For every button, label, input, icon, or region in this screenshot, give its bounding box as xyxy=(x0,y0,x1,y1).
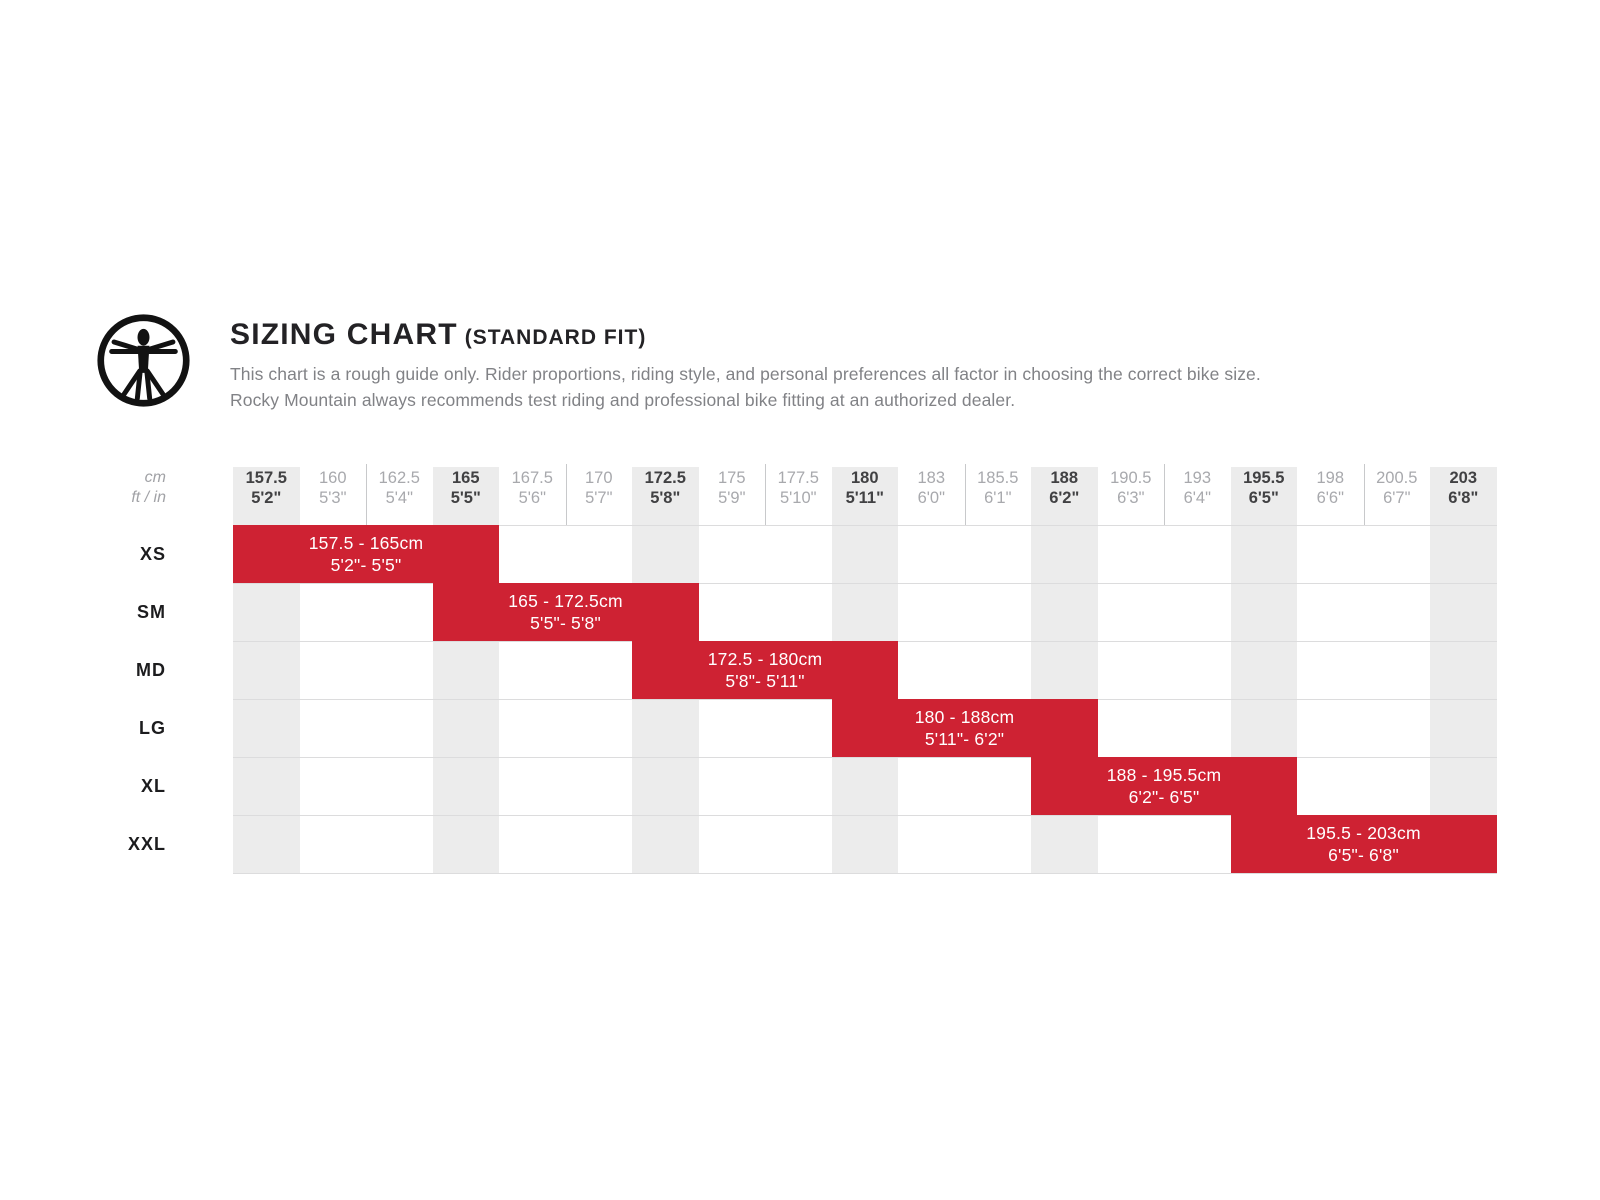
column-cm-value: 198 xyxy=(1316,469,1345,487)
bar-range-ftin: 5'8"- 5'11" xyxy=(725,671,805,691)
vitruvian-man-icon xyxy=(96,313,191,408)
height-column-header: 190.5 6'3" xyxy=(1098,455,1165,525)
column-ftin-value: 6'2" xyxy=(1049,489,1080,507)
column-ftin-value: 5'6" xyxy=(518,489,546,507)
height-column-header: 200.5 6'7" xyxy=(1363,455,1431,525)
size-range-bar-lg: 180 - 188cm 5'11"- 6'2" xyxy=(831,699,1098,757)
row-separator-line xyxy=(233,873,1497,874)
unit-label-ftin: ft / in xyxy=(131,489,166,506)
column-cm-value: 183 xyxy=(917,469,946,487)
column-cm-value: 165 xyxy=(451,469,480,487)
vitruvian-man-graphic xyxy=(97,314,190,407)
size-row-label-lg: LG xyxy=(139,718,166,738)
height-column-header: 160 5'3" xyxy=(300,455,367,525)
bar-range-ftin: 5'5"- 5'8" xyxy=(530,613,601,633)
height-column-header: 157.5 5'2" xyxy=(233,455,300,525)
chart-grid: 157.5 5'2" 160 5'3" 162.5 5'4" 165 5'5" 167.5 5'6… xyxy=(233,455,1497,874)
height-column-header: 180 5'11" xyxy=(831,455,898,525)
column-ftin-value: 5'9" xyxy=(718,489,746,507)
height-column-header: 183 6'0" xyxy=(898,455,965,525)
column-ftin-value: 6'7" xyxy=(1383,489,1411,507)
column-ftin-value: 5'4" xyxy=(385,489,413,507)
column-cm-value: 172.5 xyxy=(644,469,686,487)
height-column-header: 175 5'9" xyxy=(699,455,766,525)
column-ftin-value: 5'5" xyxy=(450,489,481,507)
column-ftin-value: 6'3" xyxy=(1117,489,1145,507)
sizing-chart: cm ft / in XS SM MD LG XL XXL 157.5 5'2" 160 5'3… xyxy=(100,455,1500,875)
bar-range-cm: 165 - 172.5cm xyxy=(508,590,623,611)
column-ftin-value: 6'4" xyxy=(1183,489,1211,507)
height-column-header: 167.5 5'6" xyxy=(499,455,566,525)
bar-range-cm: 157.5 - 165cm xyxy=(308,532,424,553)
column-cm-value: 193 xyxy=(1183,469,1212,487)
column-cm-value: 162.5 xyxy=(378,469,420,487)
column-cm-value: 157.5 xyxy=(245,469,287,487)
height-column-header: 195.5 6'5" xyxy=(1230,455,1297,525)
row-separator-line xyxy=(233,815,1497,816)
height-column-header: 170 5'7" xyxy=(565,455,633,525)
column-cm-value: 203 xyxy=(1449,469,1478,487)
height-column-header: 198 6'6" xyxy=(1297,455,1364,525)
description-line-1: This chart is a rough guide only. Rider … xyxy=(230,364,1261,384)
column-ftin-value: 5'2" xyxy=(251,489,282,507)
height-column-header: 185.5 6'1" xyxy=(964,455,1032,525)
title-main: SIZING CHART xyxy=(230,318,458,351)
height-column-header: 165 5'5" xyxy=(432,455,499,525)
size-range-bar-md: 172.5 - 180cm 5'8"- 5'11" xyxy=(632,641,898,699)
column-cm-value: 195.5 xyxy=(1243,469,1285,487)
column-cm-value: 200.5 xyxy=(1376,469,1418,487)
column-cm-value: 177.5 xyxy=(777,469,819,487)
bar-range-ftin: 5'11"- 6'2" xyxy=(924,729,1005,749)
size-range-bar-xs: 157.5 - 165cm 5'2"- 5'5" xyxy=(233,525,499,583)
description-line-2: Rocky Mountain always recommends test ri… xyxy=(230,390,1016,410)
bar-range-ftin: 6'2"- 6'5" xyxy=(1128,787,1200,807)
bar-range-cm: 180 - 188cm xyxy=(914,706,1015,727)
size-row-label-xs: XS xyxy=(139,544,166,564)
column-cm-value: 185.5 xyxy=(977,469,1019,487)
size-range-bar-sm: 165 - 172.5cm 5'5"- 5'8" xyxy=(432,583,699,641)
page-title: SIZING CHART (STANDARD FIT) xyxy=(230,318,1261,352)
column-cm-value: 160 xyxy=(318,469,347,487)
height-column-header: 193 6'4" xyxy=(1164,455,1231,525)
height-column-header: 172.5 5'8" xyxy=(632,455,699,525)
unit-label-cm: cm xyxy=(144,469,166,486)
size-range-bar-xl: 188 - 195.5cm 6'2"- 6'5" xyxy=(1031,757,1297,815)
size-row-label-sm: SM xyxy=(137,602,166,622)
bar-range-cm: 195.5 - 203cm xyxy=(1306,822,1421,843)
size-row-label-xxl: XXL xyxy=(127,834,166,854)
column-ftin-value: 5'8" xyxy=(650,489,681,507)
column-cm-value: 180 xyxy=(850,469,879,487)
column-ftin-value: 6'0" xyxy=(917,489,945,507)
title-suffix: (STANDARD FIT) xyxy=(464,326,647,349)
column-ftin-value: 6'5" xyxy=(1248,489,1279,507)
bar-range-cm: 188 - 195.5cm xyxy=(1106,764,1222,785)
size-row-label-xl: XL xyxy=(140,776,166,796)
column-cm-value: 190.5 xyxy=(1110,469,1152,487)
column-ftin-value: 6'8" xyxy=(1448,489,1479,507)
column-ftin-value: 6'1" xyxy=(984,489,1012,507)
column-ftin-value: 5'3" xyxy=(319,489,347,507)
column-cm-value: 175 xyxy=(717,469,746,487)
bar-range-cm: 172.5 - 180cm xyxy=(707,648,823,669)
column-cm-value: 167.5 xyxy=(511,469,553,487)
height-column-header: 177.5 5'10" xyxy=(765,455,832,525)
column-ftin-value: 5'7" xyxy=(585,489,613,507)
chart-header-block: SIZING CHART (STANDARD FIT) This chart is… xyxy=(230,318,1261,413)
column-ftin-value: 6'6" xyxy=(1316,489,1344,507)
height-column-header: 188 6'2" xyxy=(1031,455,1098,525)
size-row-label-md: MD xyxy=(136,660,166,680)
height-column-header: 162.5 5'4" xyxy=(366,455,433,525)
row-separator-line xyxy=(233,757,1497,758)
column-ftin-value: 5'11" xyxy=(845,489,884,507)
column-ftin-value: 5'10" xyxy=(779,489,817,507)
row-separator-line xyxy=(233,583,1497,584)
bar-range-ftin: 6'5"- 6'8" xyxy=(1328,845,1399,865)
height-column-header: 203 6'8" xyxy=(1430,455,1497,525)
row-separator-line xyxy=(233,525,1497,526)
column-cm-value: 170 xyxy=(584,469,613,487)
column-cm-value: 188 xyxy=(1050,469,1079,487)
size-range-bar-xxl: 195.5 - 203cm 6'5"- 6'8" xyxy=(1230,815,1497,873)
bar-range-ftin: 5'2"- 5'5" xyxy=(330,555,402,575)
